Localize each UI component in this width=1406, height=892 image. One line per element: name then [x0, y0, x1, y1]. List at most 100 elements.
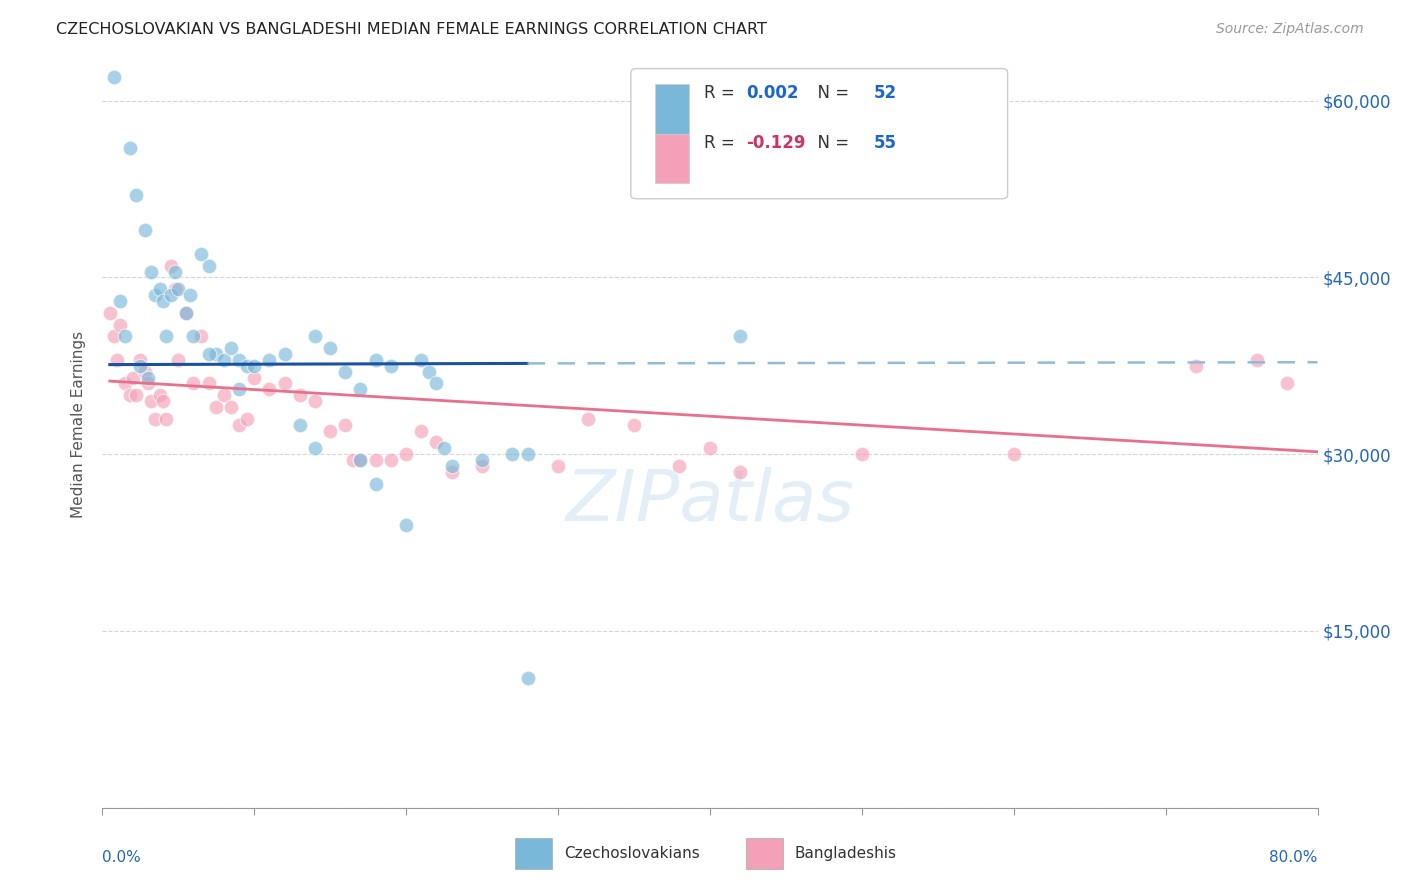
Point — [471, 458, 494, 473]
Point — [155, 412, 177, 426]
Point — [159, 259, 181, 273]
Point — [103, 70, 125, 84]
Point — [576, 412, 599, 426]
Point — [411, 424, 433, 438]
Point — [380, 359, 402, 373]
Point — [471, 453, 494, 467]
Text: R =: R = — [704, 134, 740, 152]
Point — [212, 352, 235, 367]
Point — [212, 388, 235, 402]
Point — [364, 476, 387, 491]
Point — [668, 458, 690, 473]
Point — [728, 329, 751, 343]
Point — [179, 288, 201, 302]
Point — [335, 365, 357, 379]
Text: N =: N = — [807, 84, 855, 102]
Point — [159, 288, 181, 302]
Point — [342, 453, 364, 467]
Point — [129, 352, 152, 367]
Point — [107, 352, 129, 367]
Point — [364, 352, 387, 367]
Point — [304, 442, 326, 456]
Point — [190, 329, 212, 343]
Point — [124, 388, 146, 402]
Text: 80.0%: 80.0% — [1270, 850, 1317, 864]
Text: -0.129: -0.129 — [747, 134, 806, 152]
Point — [395, 517, 418, 532]
Text: 0.0%: 0.0% — [103, 850, 141, 864]
Point — [380, 453, 402, 467]
Point — [167, 352, 190, 367]
Point — [114, 376, 136, 391]
Text: ZIPatlas: ZIPatlas — [565, 467, 855, 536]
Point — [98, 306, 121, 320]
Point — [114, 329, 136, 343]
Point — [273, 376, 295, 391]
Point — [235, 412, 257, 426]
Point — [411, 352, 433, 367]
Point — [167, 282, 190, 296]
Text: Bangladeshis: Bangladeshis — [794, 847, 897, 861]
Point — [136, 376, 159, 391]
Bar — [747, 838, 783, 869]
Point — [136, 370, 159, 384]
Point — [149, 388, 172, 402]
Point — [349, 453, 371, 467]
Text: Czechoslovakians: Czechoslovakians — [564, 847, 700, 861]
Point — [149, 282, 172, 296]
Bar — [516, 838, 553, 869]
Point — [259, 382, 281, 396]
Point — [501, 447, 523, 461]
Point — [197, 376, 219, 391]
Point — [183, 329, 205, 343]
Point — [183, 376, 205, 391]
Point — [425, 435, 447, 450]
Point — [319, 341, 342, 355]
Text: N =: N = — [807, 134, 855, 152]
Point — [228, 382, 250, 396]
Point — [1002, 447, 1025, 461]
Point — [699, 442, 721, 456]
Point — [304, 329, 326, 343]
Point — [235, 359, 257, 373]
Text: R =: R = — [704, 84, 740, 102]
Point — [155, 329, 177, 343]
Y-axis label: Median Female Earnings: Median Female Earnings — [72, 331, 86, 518]
Text: Source: ZipAtlas.com: Source: ZipAtlas.com — [1216, 22, 1364, 37]
Point — [418, 365, 440, 379]
Point — [118, 141, 141, 155]
Text: 0.002: 0.002 — [747, 84, 799, 102]
Point — [205, 400, 228, 414]
Point — [516, 671, 538, 685]
Point — [623, 417, 645, 432]
Point — [364, 453, 387, 467]
Point — [304, 394, 326, 409]
Point — [174, 306, 197, 320]
Point — [152, 394, 174, 409]
Point — [134, 223, 156, 237]
Point — [516, 447, 538, 461]
Point — [349, 382, 371, 396]
Point — [134, 365, 156, 379]
Point — [243, 370, 266, 384]
Point — [425, 376, 447, 391]
Point — [221, 341, 243, 355]
Point — [395, 447, 418, 461]
Point — [288, 417, 311, 432]
Bar — [655, 84, 689, 134]
FancyBboxPatch shape — [631, 69, 1008, 199]
Point — [851, 447, 873, 461]
Point — [145, 288, 167, 302]
Point — [228, 417, 250, 432]
Point — [440, 465, 463, 479]
Point — [243, 359, 266, 373]
Point — [152, 293, 174, 308]
Point — [440, 458, 463, 473]
Point — [139, 264, 162, 278]
Point — [197, 347, 219, 361]
Point — [228, 352, 250, 367]
Point — [547, 458, 569, 473]
Point — [110, 318, 132, 332]
Point — [190, 247, 212, 261]
Point — [124, 188, 146, 202]
